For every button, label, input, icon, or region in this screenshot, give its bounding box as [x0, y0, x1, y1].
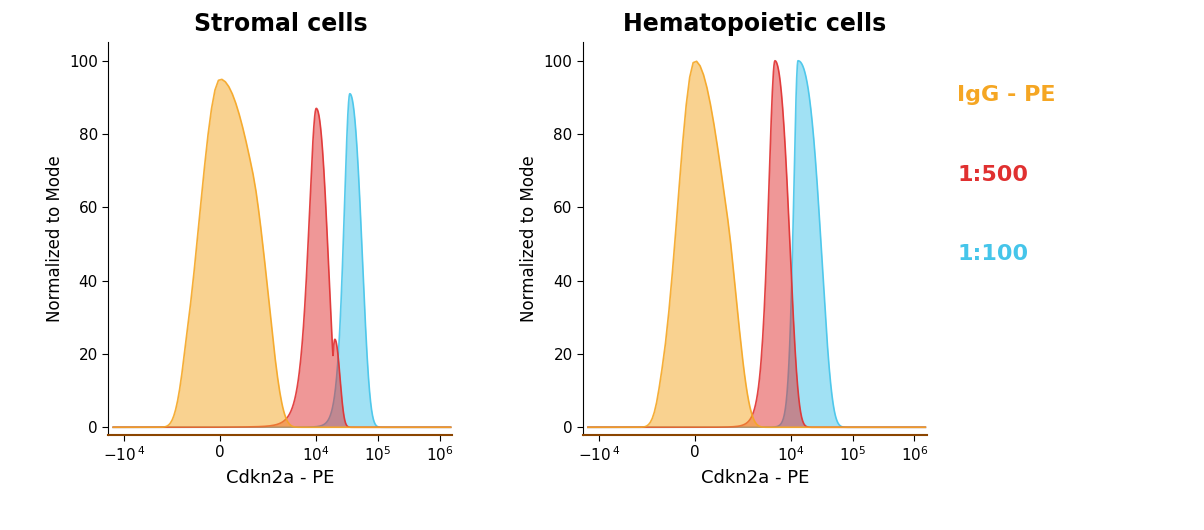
X-axis label: Cdkn2a - PE: Cdkn2a - PE — [701, 469, 809, 487]
Y-axis label: Normalized to Mode: Normalized to Mode — [46, 155, 64, 322]
Title: Hematopoietic cells: Hematopoietic cells — [624, 12, 886, 36]
Text: IgG - PE: IgG - PE — [957, 85, 1056, 105]
Text: 1:500: 1:500 — [957, 165, 1028, 185]
Title: Stromal cells: Stromal cells — [194, 12, 367, 36]
Text: 1:100: 1:100 — [957, 244, 1028, 264]
X-axis label: Cdkn2a - PE: Cdkn2a - PE — [226, 469, 335, 487]
Y-axis label: Normalized to Mode: Normalized to Mode — [520, 155, 538, 322]
